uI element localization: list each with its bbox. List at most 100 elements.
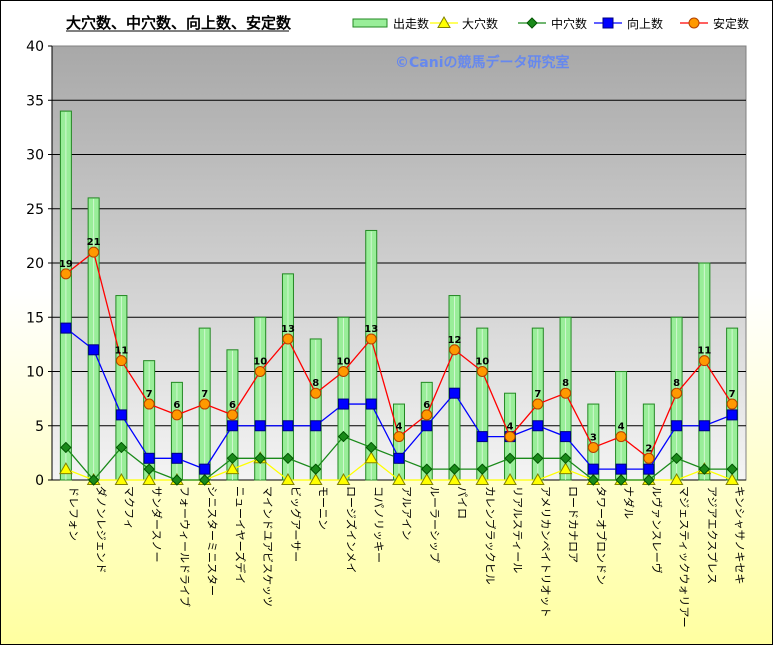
data-point	[114, 472, 129, 485]
x-tick-label: マジェスティックウォリアー	[678, 486, 691, 628]
x-tick-label: ルヴァンスレーヴ	[650, 486, 664, 574]
data-point	[282, 333, 294, 345]
data-point	[365, 398, 377, 410]
data-point	[59, 462, 73, 475]
data-point	[532, 398, 544, 410]
data-label: 4	[618, 422, 625, 433]
data-point	[421, 463, 433, 475]
x-tick-label: パイロ	[456, 486, 469, 519]
x-tick-label: アジアエクスプレス	[705, 486, 718, 584]
data-point	[142, 472, 157, 485]
x-tick-label: ドレフォン	[67, 486, 80, 541]
data-point	[698, 463, 711, 475]
data-label: 21	[87, 237, 101, 248]
data-point	[226, 452, 239, 465]
y-tick-label: 40	[26, 39, 44, 55]
data-label: 19	[59, 259, 73, 270]
data-point	[393, 452, 405, 464]
y-tick-label: 25	[26, 202, 44, 218]
data-label: 8	[673, 378, 680, 389]
data-point	[226, 409, 238, 421]
data-point	[88, 246, 100, 258]
x-tick-label: ロージズインメイ	[344, 486, 358, 573]
x-tick-label: ルーラーシップ	[428, 486, 441, 563]
data-point	[503, 472, 517, 485]
data-point	[615, 463, 627, 475]
x-tick-label: アルアイン	[400, 486, 413, 540]
data-label: 11	[114, 346, 128, 357]
data-point	[559, 452, 572, 465]
data-point	[726, 463, 738, 475]
data-point	[310, 387, 322, 399]
x-tick-label: コパノリッキー	[372, 486, 385, 563]
data-point	[171, 452, 183, 464]
x-tick-label: タワーオブロンドン	[594, 486, 608, 585]
data-label: 7	[534, 389, 541, 400]
data-point	[88, 344, 100, 356]
data-point	[143, 463, 155, 475]
data-point	[365, 441, 377, 454]
data-label: 12	[448, 335, 462, 346]
data-label: 7	[146, 389, 153, 400]
data-point	[199, 463, 211, 475]
x-tick-label: アメリカンペイトリオット	[539, 486, 552, 617]
data-point	[198, 474, 211, 486]
data-point	[115, 409, 127, 421]
data-point	[365, 333, 377, 345]
data-point	[643, 463, 655, 475]
x-tick-label: マクフィ	[122, 486, 135, 530]
data-point	[421, 409, 433, 421]
x-tick-label: キンシャサノキセキ	[733, 486, 746, 584]
data-point	[336, 472, 351, 485]
data-label: 10	[337, 357, 351, 368]
legend-marker	[602, 17, 614, 29]
data-point	[615, 474, 627, 486]
data-point	[475, 472, 490, 485]
data-point	[225, 462, 240, 475]
data-label: 10	[253, 357, 267, 368]
data-point	[587, 441, 599, 453]
data-point	[393, 431, 405, 443]
data-point	[504, 452, 516, 465]
data-point	[449, 387, 461, 399]
data-point	[337, 430, 350, 443]
data-point	[421, 420, 433, 432]
data-point	[282, 420, 294, 432]
data-label: 13	[281, 324, 295, 335]
data-point	[587, 463, 599, 475]
x-tick-label: ロードカナロア	[567, 486, 580, 563]
legend-label: 向上数	[627, 16, 663, 31]
data-point	[587, 474, 600, 486]
data-point	[532, 452, 544, 465]
data-point	[115, 441, 128, 454]
data-point	[143, 398, 155, 410]
data-point	[226, 420, 238, 432]
data-point	[643, 452, 655, 464]
legend-label: 大穴数	[462, 16, 498, 31]
data-point	[337, 398, 349, 410]
data-point	[532, 420, 544, 432]
data-label: 8	[312, 378, 319, 389]
data-label: 10	[475, 357, 489, 368]
data-point	[337, 366, 349, 377]
data-label: 7	[729, 389, 736, 400]
watermark: ©Caniの競馬データ研究室	[395, 54, 570, 71]
x-tick-label: ニューイヤーズデイ	[233, 486, 247, 584]
data-point	[281, 472, 295, 485]
data-point	[115, 355, 127, 367]
x-tick-label: ナダル	[622, 486, 636, 519]
x-tick-label: ダノンレジェンド	[95, 486, 109, 574]
data-point	[476, 463, 488, 475]
data-point	[171, 474, 183, 486]
data-label: 13	[364, 324, 378, 335]
x-tick-label: ビッグアーサー	[289, 486, 303, 562]
y-tick-label: 35	[26, 93, 44, 109]
data-point	[364, 451, 379, 464]
legend-marker	[526, 17, 538, 29]
data-point	[143, 452, 155, 464]
legend-marker	[437, 15, 451, 28]
data-label: 7	[201, 389, 208, 400]
data-point	[726, 409, 738, 421]
data-label: 2	[645, 443, 652, 454]
